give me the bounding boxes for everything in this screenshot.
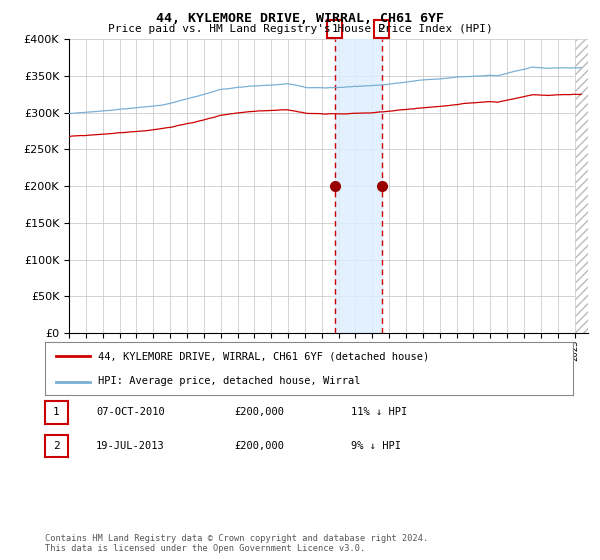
Bar [575, 39, 592, 333]
Text: Price paid vs. HM Land Registry's House Price Index (HPI): Price paid vs. HM Land Registry's House … [107, 24, 493, 34]
Text: £200,000: £200,000 [234, 408, 284, 417]
Bar [335, 39, 382, 333]
Text: 19-JUL-2013: 19-JUL-2013 [96, 441, 165, 451]
Text: 2: 2 [53, 441, 60, 451]
Text: 9% ↓ HPI: 9% ↓ HPI [351, 441, 401, 451]
Text: 44, KYLEMORE DRIVE, WIRRAL, CH61 6YF (detached house): 44, KYLEMORE DRIVE, WIRRAL, CH61 6YF (de… [98, 352, 429, 362]
Text: 07-OCT-2010: 07-OCT-2010 [96, 408, 165, 417]
Text: HPI: Average price, detached house, Wirral: HPI: Average price, detached house, Wirr… [98, 376, 360, 386]
Text: £200,000: £200,000 [234, 441, 284, 451]
Text: 1: 1 [53, 408, 60, 417]
Text: 44, KYLEMORE DRIVE, WIRRAL, CH61 6YF: 44, KYLEMORE DRIVE, WIRRAL, CH61 6YF [156, 12, 444, 25]
Text: 2: 2 [378, 24, 385, 34]
Text: 1: 1 [331, 24, 338, 34]
Bar [575, 39, 592, 333]
Text: Contains HM Land Registry data © Crown copyright and database right 2024.
This d: Contains HM Land Registry data © Crown c… [45, 534, 428, 553]
Text: 11% ↓ HPI: 11% ↓ HPI [351, 408, 407, 417]
